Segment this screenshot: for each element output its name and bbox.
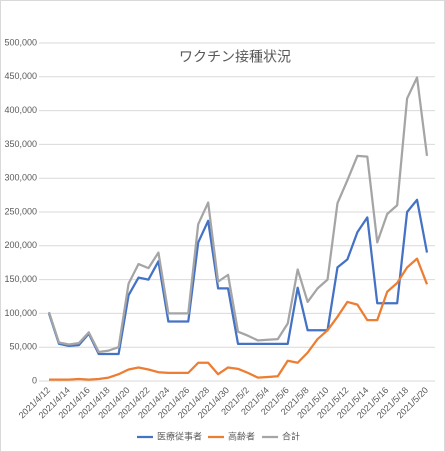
y-tick-label: 450,000 — [4, 71, 37, 81]
legend-item: 医療従事者 — [137, 430, 202, 441]
y-tick-label: 150,000 — [4, 274, 37, 284]
series-line — [49, 257, 429, 381]
legend-label: 高齢者 — [228, 430, 255, 441]
y-tick-label: 0 — [32, 375, 37, 385]
chart-title: ワクチン接種状況 — [179, 49, 291, 65]
y-tick-label: 400,000 — [4, 105, 37, 115]
legend-item: 合計 — [262, 430, 300, 441]
legend-label: 医療従事者 — [157, 430, 202, 441]
y-tick-label: 250,000 — [4, 206, 37, 216]
y-tick-label: 350,000 — [4, 139, 37, 149]
legend-item: 高齢者 — [208, 430, 255, 441]
legend-label: 合計 — [282, 430, 300, 441]
y-tick-label: 300,000 — [4, 173, 37, 183]
series-line — [47, 76, 429, 354]
y-tick-label: 100,000 — [4, 308, 37, 318]
y-tick-label: 200,000 — [4, 240, 37, 250]
y-tick-label: 500,000 — [4, 37, 37, 47]
y-tick-label: 50,000 — [9, 342, 37, 352]
series-line — [47, 198, 429, 356]
